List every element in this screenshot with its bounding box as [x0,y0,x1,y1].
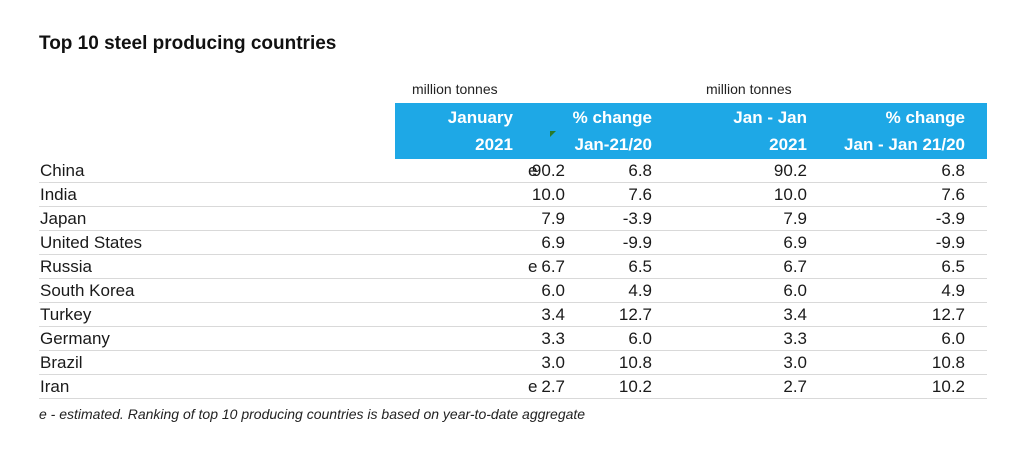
january-2021-value: 6.0 [541,281,565,300]
table-row: Iran 2.7 e 10.2 2.7 10.2 [39,375,987,399]
pct-change-jan-value: 6.8 [628,161,652,180]
table-row: Germany 3.3 6.0 3.3 6.0 [39,327,987,351]
ytd-2021-value: 6.0 [783,281,807,300]
ytd-2021-value: 90.2 [773,161,807,180]
header-pct-change-ytd-line1: % change [885,108,965,127]
header-pct-change-ytd-line2: Jan - Jan 21/20 [844,135,965,154]
header-pct-change-ytd: % change Jan - Jan 21/20 [395,103,965,159]
country-name: India [40,185,77,204]
pct-change-ytd-value: 10.2 [931,377,965,396]
header-ytd-line1: Jan - Jan [733,108,807,127]
table-row: Turkey 3.4 12.7 3.4 12.7 [39,303,987,327]
country-name: Japan [40,209,87,228]
pct-change-ytd-value: 6.8 [941,161,965,180]
january-2021-value: 90.2 [531,161,565,180]
header-ytd-line2: 2021 [769,135,807,154]
ytd-2021-value: 2.7 [783,377,807,396]
country-name: Russia [40,257,92,276]
pct-change-ytd-value: 4.9 [941,281,965,300]
pct-change-jan-value: -3.9 [622,209,652,228]
ytd-2021-value: 3.4 [783,305,807,324]
country-name: South Korea [40,281,135,300]
page-title: Top 10 steel producing countries [39,33,337,54]
ytd-2021-value: 7.9 [783,209,807,228]
header-january-2021: January 2021 [395,103,513,159]
country-name: Iran [40,377,70,396]
january-2021-value: 3.3 [541,329,565,348]
country-name: Germany [40,329,110,348]
table-row: South Korea 6.0 4.9 6.0 4.9 [39,279,987,303]
units-label-ytd: million tonnes [706,81,792,97]
footnote: e - estimated. Ranking of top 10 produci… [39,406,586,422]
pct-change-jan-value: 10.8 [618,353,652,372]
january-2021-value: 6.7 [541,257,565,276]
table-row: China 90.2 e 6.8 90.2 6.8 [39,159,987,183]
table-row: United States 6.9 -9.9 6.9 -9.9 [39,231,987,255]
ytd-2021-value: 6.7 [783,257,807,276]
country-name: United States [40,233,143,252]
country-name: Turkey [40,305,92,324]
pct-change-ytd-value: -9.9 [935,233,965,252]
pct-change-ytd-value: 12.7 [931,305,965,324]
header-january-line2: 2021 [475,135,513,154]
ytd-2021-value: 3.3 [783,329,807,348]
pct-change-ytd-value: 10.8 [931,353,965,372]
january-2021-value: 3.4 [541,305,565,324]
country-name: Brazil [40,353,83,372]
table-body: China 90.2 e 6.8 90.2 6.8 India 10.0 7.6… [39,159,987,399]
pct-change-ytd-value: -3.9 [935,209,965,228]
january-2021-value: 10.0 [531,185,565,204]
comment-marker-icon [550,131,556,137]
january-2021-value: 6.9 [541,233,565,252]
estimate-flag: e [528,257,538,276]
pct-change-jan-value: 12.7 [618,305,652,324]
table-row: Russia 6.7 e 6.5 6.7 6.5 [39,255,987,279]
header-ytd-2021: Jan - Jan 2021 [395,103,807,159]
pct-change-jan-value: 6.5 [628,257,652,276]
pct-change-jan-value: 7.6 [628,185,652,204]
header-pct-change-jan-line2: Jan-21/20 [574,135,653,154]
ytd-2021-value: 10.0 [773,185,807,204]
pct-change-jan-value: 10.2 [618,377,652,396]
table-row: Japan 7.9 -3.9 7.9 -3.9 [39,207,987,231]
pct-change-ytd-value: 6.5 [941,257,965,276]
ytd-2021-value: 6.9 [783,233,807,252]
ytd-2021-value: 3.0 [783,353,807,372]
header-pct-change-jan: % change Jan-21/20 [395,103,652,159]
header-january-line1: January [447,108,513,127]
pct-change-ytd-value: 6.0 [941,329,965,348]
country-name: China [40,161,85,180]
table-header: January 2021 % change Jan-21/20 Jan - Ja… [395,103,987,159]
pct-change-jan-value: 4.9 [628,281,652,300]
header-pct-change-jan-line1: % change [572,108,652,127]
table-row: India 10.0 7.6 10.0 7.6 [39,183,987,207]
pct-change-jan-value: -9.9 [622,233,652,252]
january-2021-value: 7.9 [541,209,565,228]
pct-change-jan-value: 6.0 [628,329,652,348]
table-row: Brazil 3.0 10.8 3.0 10.8 [39,351,987,375]
january-2021-value: 2.7 [541,377,565,396]
estimate-flag: e [528,161,538,180]
pct-change-ytd-value: 7.6 [941,185,965,204]
estimate-flag: e [528,377,538,396]
january-2021-value: 3.0 [541,353,565,372]
units-label-january: million tonnes [412,81,498,97]
